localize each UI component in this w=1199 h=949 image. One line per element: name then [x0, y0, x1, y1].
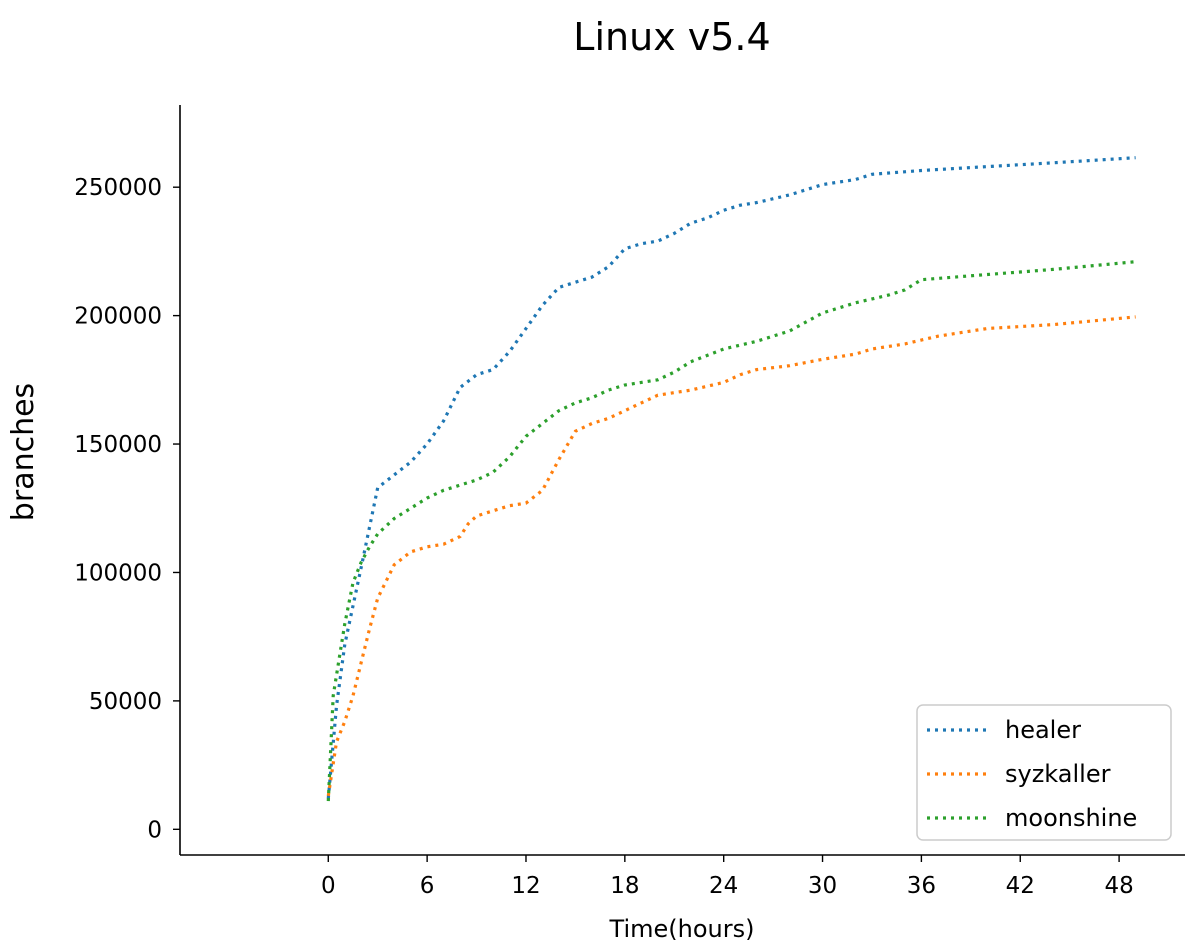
legend-label-syzkaller: syzkaller	[1005, 760, 1111, 788]
series-line-healer	[326, 156, 1136, 799]
x-tick-label: 48	[1104, 873, 1133, 899]
x-axis-label: Time(hours)	[609, 915, 755, 943]
x-tick-label: 42	[1006, 873, 1035, 899]
y-axis-label: branches	[6, 383, 41, 521]
y-tick-label: 0	[147, 817, 162, 843]
legend-label-moonshine: moonshine	[1005, 804, 1137, 832]
y-tick-label: 100000	[74, 560, 162, 586]
chart-title: Linux v5.4	[573, 15, 770, 59]
series-line-moonshine	[326, 260, 1136, 802]
x-tick-label: 24	[709, 873, 738, 899]
legend-label-healer: healer	[1005, 716, 1081, 744]
x-tick-label: 0	[321, 873, 336, 899]
legend: healer syzkaller moonshine	[916, 704, 1172, 841]
x-tick-label: 30	[808, 873, 837, 899]
x-tick-label: 6	[420, 873, 435, 899]
axes: 0 50000 100000 150000 200000 250000 0 6 12 18 24 30…	[74, 105, 1185, 899]
x-tick-label: 36	[907, 873, 936, 899]
series-line-syzkaller	[326, 315, 1136, 797]
y-tick-label: 50000	[89, 689, 162, 715]
plot-area	[326, 156, 1136, 802]
y-tick-label: 200000	[74, 304, 162, 330]
y-tick-label: 250000	[74, 175, 162, 201]
y-tick-label: 150000	[74, 432, 162, 458]
x-tick-label: 18	[610, 873, 639, 899]
legend-frame	[916, 704, 1172, 841]
x-tick-label: 12	[511, 873, 540, 899]
